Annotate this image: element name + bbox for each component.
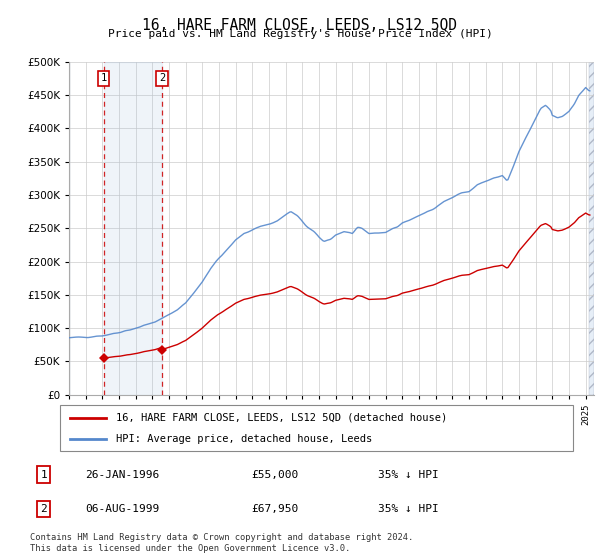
Text: 2: 2 (159, 73, 165, 83)
Text: £55,000: £55,000 (251, 470, 298, 479)
Text: HPI: Average price, detached house, Leeds: HPI: Average price, detached house, Leed… (116, 435, 373, 444)
Text: 16, HARE FARM CLOSE, LEEDS, LS12 5QD (detached house): 16, HARE FARM CLOSE, LEEDS, LS12 5QD (de… (116, 413, 448, 423)
Text: 26-JAN-1996: 26-JAN-1996 (85, 470, 160, 479)
Text: 35% ↓ HPI: 35% ↓ HPI (378, 504, 439, 514)
Text: 1: 1 (40, 470, 47, 479)
Text: 2: 2 (40, 504, 47, 514)
Text: 16, HARE FARM CLOSE, LEEDS, LS12 5QD: 16, HARE FARM CLOSE, LEEDS, LS12 5QD (143, 18, 458, 33)
Text: £67,950: £67,950 (251, 504, 298, 514)
Text: Contains HM Land Registry data © Crown copyright and database right 2024.
This d: Contains HM Land Registry data © Crown c… (30, 533, 413, 553)
Text: 35% ↓ HPI: 35% ↓ HPI (378, 470, 439, 479)
FancyBboxPatch shape (60, 405, 573, 451)
Bar (104, 62, 162, 395)
Text: 1: 1 (100, 73, 107, 83)
Text: Price paid vs. HM Land Registry's House Price Index (HPI): Price paid vs. HM Land Registry's House … (107, 29, 493, 39)
Text: 06-AUG-1999: 06-AUG-1999 (85, 504, 160, 514)
